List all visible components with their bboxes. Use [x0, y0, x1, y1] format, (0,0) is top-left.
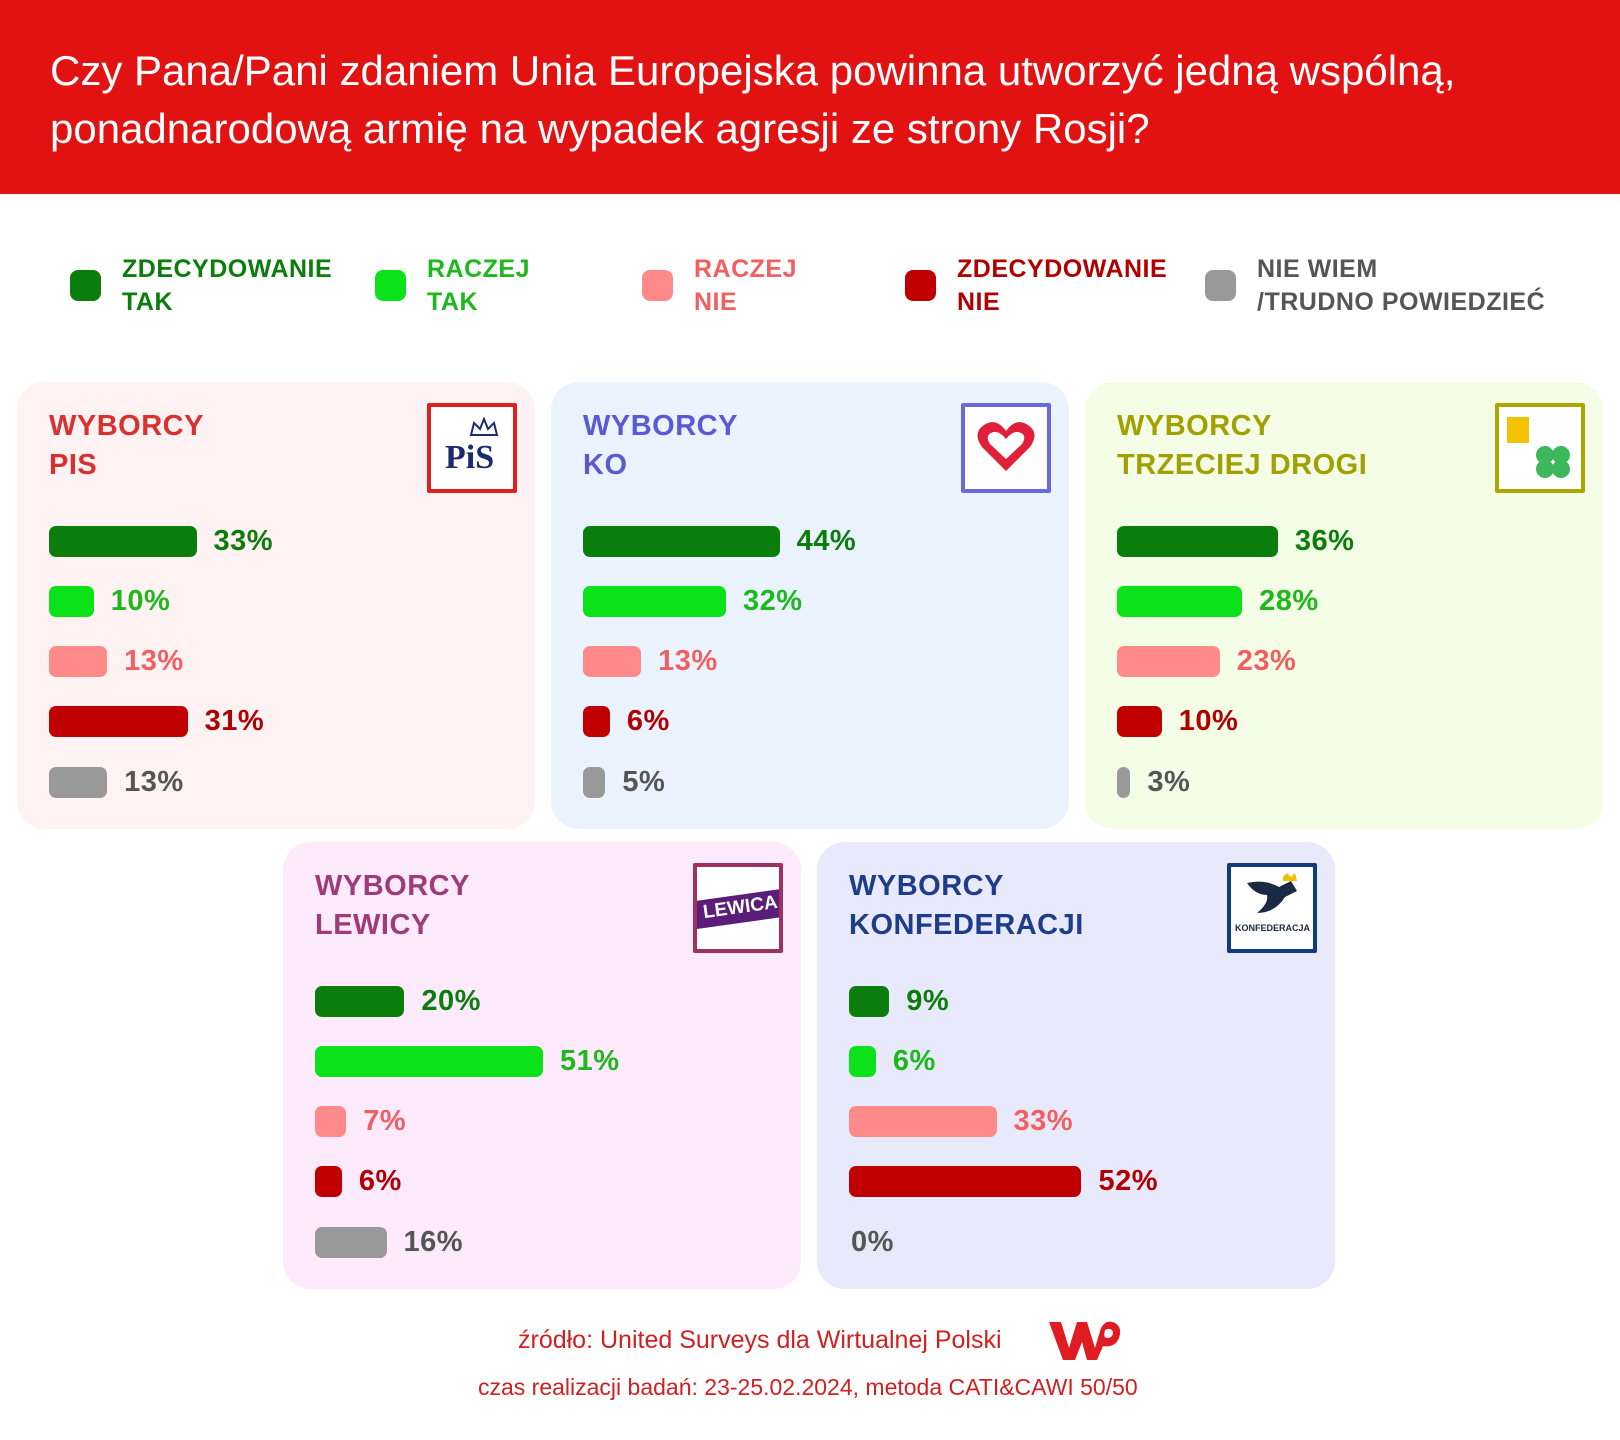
bar [315, 1106, 347, 1137]
header [0, 0, 1620, 194]
bar [1117, 526, 1278, 557]
panel: WYBORCY LEWICY LEWICA 20% 51% 7% 6% 16% [283, 842, 801, 1289]
value-label: 5% [622, 766, 666, 798]
value-label: 33% [1013, 1105, 1074, 1137]
legend-label: RACZEJ NIE [694, 255, 798, 316]
source: źródło: United Surveys dla Wirtualnej Po… [518, 1326, 1002, 1354]
bar [583, 706, 610, 737]
bar [849, 1046, 876, 1077]
logo-text: PiS [445, 439, 495, 476]
panel: WYBORCY KO 44% 32% 13% 6% 5% [551, 382, 1069, 829]
bar [49, 646, 108, 677]
value-label: 9% [906, 985, 950, 1017]
value-label: 13% [124, 766, 184, 798]
bar [849, 986, 890, 1017]
legend-label: ZDECYDOWANIE NIE [957, 255, 1168, 316]
bar [315, 1166, 342, 1197]
bar [1117, 586, 1243, 617]
panel: WYBORCY KONFEDERACJI KONFEDERACJA 9% 6% 33% 5… [817, 842, 1335, 1289]
value-label: 32% [743, 585, 803, 617]
panel: WYBORCY TRZECIEJ DROGI 36% 28% 23% 10% 3% [1085, 382, 1603, 829]
bar [49, 706, 188, 737]
panel-title: WYBORCY PIS [49, 410, 204, 481]
panel: WYBORCY PIS PiS 33% 10% 13% 31% 13% [17, 382, 535, 829]
party-logo [961, 403, 1051, 493]
value-label: 6% [892, 1045, 936, 1077]
value-label: 51% [559, 1045, 620, 1077]
page-title: Czy Pana/Pani zdaniem Unia Europejska po… [50, 47, 1456, 152]
bar [849, 1166, 1082, 1197]
bar [849, 1106, 997, 1137]
legend-swatch [642, 270, 673, 301]
bar [49, 526, 197, 557]
legend-swatch [375, 270, 406, 301]
legend-label: RACZEJ TAK [427, 255, 531, 316]
bar [583, 586, 727, 617]
value-label: 0% [851, 1226, 894, 1258]
bar [1117, 706, 1162, 737]
bar [583, 526, 780, 557]
logo-eagle [1247, 873, 1297, 913]
bar [1117, 767, 1131, 798]
panel-title: WYBORCY TRZECIEJ DROGI [1117, 410, 1368, 481]
party-logo: PiS [427, 403, 517, 493]
logo-text: KONFEDERACJA [1235, 923, 1311, 933]
value-label: 10% [110, 585, 171, 617]
party-logo: LEWICA [693, 863, 783, 953]
panel-title: WYBORCY KO [583, 410, 738, 481]
value-label: 52% [1098, 1165, 1158, 1197]
legend-swatch [905, 270, 936, 301]
party-logo [1495, 403, 1585, 493]
value-label: 6% [358, 1165, 402, 1197]
bar [315, 1046, 543, 1077]
value-label: 44% [796, 525, 857, 557]
legend-label: NIE WIEM /TRUDNO POWIEDZIEĆ [1257, 255, 1546, 316]
logo-heart [977, 422, 1035, 471]
note: czas realizacji badań: 23-25.02.2024, me… [478, 1374, 1138, 1400]
value-label: 13% [124, 645, 184, 677]
bar [315, 1227, 387, 1258]
value-label: 36% [1294, 525, 1355, 557]
value-label: 10% [1178, 705, 1239, 737]
value-label: 7% [363, 1105, 407, 1137]
value-label: 23% [1236, 645, 1297, 677]
bar [1117, 646, 1220, 677]
panel-title: WYBORCY LEWICY [315, 870, 470, 941]
panel-title: WYBORCY KONFEDERACJI [849, 870, 1084, 941]
value-label: 28% [1259, 585, 1319, 617]
value-label: 33% [213, 525, 274, 557]
legend-swatch [70, 270, 101, 301]
party-logo: KONFEDERACJA [1227, 863, 1317, 953]
value-label: 20% [421, 985, 481, 1017]
value-label: 31% [204, 705, 265, 737]
logo-crown [469, 417, 499, 436]
bar [583, 646, 642, 677]
value-label: 16% [403, 1226, 464, 1258]
bar [49, 586, 94, 617]
bar [315, 986, 405, 1017]
legend-label: ZDECYDOWANIE TAK [122, 255, 333, 316]
value-label: 6% [626, 705, 670, 737]
legend-swatch [1205, 270, 1236, 301]
value-label: 3% [1147, 766, 1191, 798]
logo-clover [1507, 417, 1570, 478]
bar [583, 767, 606, 798]
value-label: 13% [658, 645, 718, 677]
bar [49, 767, 108, 798]
wp-logo [1049, 1321, 1121, 1360]
